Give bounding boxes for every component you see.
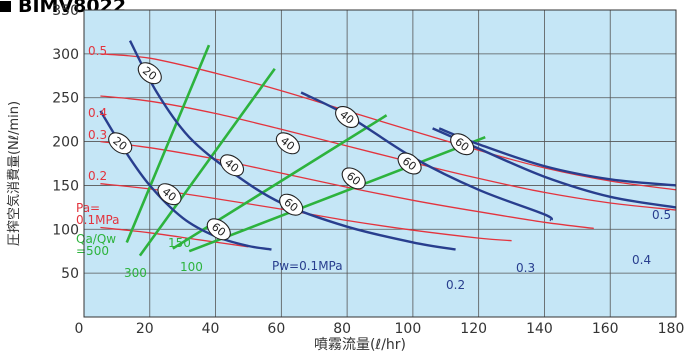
marker-ellipse xyxy=(219,154,245,177)
marker-ellipse xyxy=(341,167,366,190)
label-line: 300 xyxy=(124,266,147,280)
air-pressure-label: 0.2 xyxy=(88,169,107,183)
curve-marker: 60 xyxy=(397,152,422,175)
water-pressure-label: 0.5 xyxy=(652,208,671,222)
air-pressure-label: 0.3 xyxy=(88,128,107,142)
air-pressure-curve xyxy=(100,53,677,191)
ratio-label: 100 xyxy=(180,260,203,274)
label-line: 0.3 xyxy=(88,128,107,142)
y-tick-label: 200 xyxy=(52,135,79,151)
x-tick-label: 100 xyxy=(395,321,422,337)
plot-frame xyxy=(83,9,677,318)
curve-marker: 60 xyxy=(206,218,231,241)
label-line: 0.2 xyxy=(446,278,465,292)
air-pressure-label: 0.4 xyxy=(88,106,107,120)
y-axis-label: 圧搾空気消費量(Nℓ/min) xyxy=(6,101,22,246)
ratio-line xyxy=(138,68,276,257)
label-line: 100 xyxy=(180,260,203,274)
label-line: =500 xyxy=(76,244,109,258)
x-tick-label: 180 xyxy=(658,321,685,337)
marker-ellipse xyxy=(335,106,360,128)
grid xyxy=(84,10,676,317)
tick-labels: 0 20 40 60 80 100 120 140 160 180 50 100 150 200 250 30… xyxy=(52,3,684,337)
water-pressure-label: 0.2 xyxy=(446,278,465,292)
x-tick-label: 40 xyxy=(202,321,220,337)
label-line: 0.1MPa xyxy=(76,213,120,227)
ratio-label: 150 xyxy=(168,236,191,250)
y-tick-label: 50 xyxy=(61,266,79,282)
label-line: Pa= xyxy=(76,201,100,215)
marker-ellipse xyxy=(157,183,182,206)
marker-ellipse xyxy=(108,132,133,155)
ratio-line xyxy=(188,135,486,253)
water-pressure-label: 0.3 xyxy=(516,261,535,275)
x-tick-label: 80 xyxy=(333,321,351,337)
label-line: Pw=0.1MPa xyxy=(272,259,343,273)
air-pressure-curve xyxy=(100,140,594,230)
marker-ellipse xyxy=(450,133,475,156)
marker-ellipse xyxy=(397,152,422,175)
marker-ellipse xyxy=(279,193,304,216)
label-line: 0.2 xyxy=(88,169,107,183)
y-tick-label: 250 xyxy=(52,91,79,107)
label-line: 0.5 xyxy=(652,208,671,222)
water-pressure-markers: 20 20 40 60 40 40 60 40 60 60 60 xyxy=(108,62,475,241)
marker-ellipse xyxy=(206,218,231,241)
y-tick-label: 150 xyxy=(52,178,79,194)
label-line: 0.4 xyxy=(88,106,107,120)
series-labels: 0.5 0.4 0.3 0.2 Pa= 0.1MPa Pw=0.1MPa 0.2 0.3 0.4 0… xyxy=(76,44,671,292)
header-square-icon xyxy=(0,1,11,12)
y-tick-label: 100 xyxy=(52,222,79,238)
air-pressure-label: 0.5 xyxy=(88,44,107,58)
label-line: 150 xyxy=(168,236,191,250)
plot-background xyxy=(84,10,676,317)
curve-marker: 60 xyxy=(450,133,475,156)
water-pressure-label: 0.4 xyxy=(632,253,651,267)
x-tick-label: 160 xyxy=(592,321,619,337)
curve-marker: 40 xyxy=(335,106,360,128)
x-tick-label: 0 xyxy=(75,321,84,337)
ratio-label: 300 xyxy=(124,266,147,280)
curve-marker: 40 xyxy=(157,183,182,206)
y-tick-label: 350 xyxy=(52,3,79,19)
curve-marker: 60 xyxy=(341,167,366,190)
label-line: 0.5 xyxy=(88,44,107,58)
curve-marker: 40 xyxy=(275,132,300,155)
curve-marker: 20 xyxy=(108,132,133,155)
x-axis-label: 噴霧流量(ℓ/hr) xyxy=(314,337,406,352)
x-tick-label: 120 xyxy=(460,321,487,337)
y-tick-label: 300 xyxy=(52,47,79,63)
ratio-line xyxy=(125,44,211,243)
water-pressure-curve xyxy=(128,40,456,251)
curve-marker: 20 xyxy=(137,62,162,85)
air-pressure-curve xyxy=(100,226,249,248)
marker-ellipse xyxy=(137,62,162,85)
air-pressure-label: Pa= 0.1MPa xyxy=(76,201,120,227)
label-line: 0.4 xyxy=(632,253,651,267)
label-line: 0.3 xyxy=(516,261,535,275)
air-pressure-curve xyxy=(100,95,677,211)
x-tick-label: 60 xyxy=(267,321,285,337)
water-pressure-label: Pw=0.1MPa xyxy=(272,259,343,273)
curve-marker: 40 xyxy=(219,154,245,177)
label-line: Qa/Qw xyxy=(76,232,116,246)
x-tick-label: 20 xyxy=(136,321,154,337)
x-tick-label: 140 xyxy=(526,321,553,337)
curve-marker: 60 xyxy=(279,193,304,216)
marker-ellipse xyxy=(275,132,300,155)
